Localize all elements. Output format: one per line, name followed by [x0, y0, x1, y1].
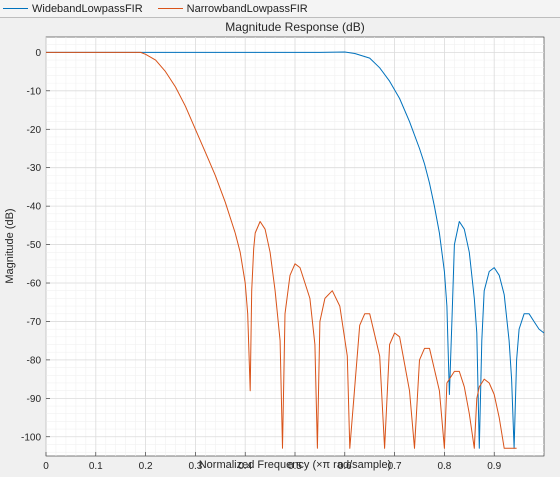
x-tick-label: 0 — [43, 461, 49, 472]
x-tick-label: 0.6 — [338, 461, 352, 472]
series-line-0 — [46, 51, 545, 449]
series-line-1 — [46, 51, 517, 449]
grid-lines — [45, 37, 544, 456]
x-tick-label: 0.3 — [188, 461, 202, 472]
y-tick-label: -10 — [27, 86, 42, 97]
y-tick-label: -40 — [27, 202, 42, 213]
legend-item-narrowband[interactable]: NarrowbandLowpassFIR — [157, 2, 308, 15]
chart-legend: WidebandLowpassFIR NarrowbandLowpassFIR — [0, 0, 560, 18]
x-axis-label: Normalized Frequency (×π rad/sample) — [199, 459, 392, 471]
x-tick-label: 0.2 — [139, 461, 153, 472]
legend-swatch-wideband — [3, 8, 28, 9]
legend-label-wideband: WidebandLowpassFIR — [32, 2, 143, 15]
y-tick-label: -90 — [27, 394, 42, 405]
legend-item-wideband[interactable]: WidebandLowpassFIR — [3, 3, 143, 15]
y-tick-label: -80 — [27, 355, 42, 366]
series-lines — [46, 51, 545, 449]
x-tick-label: 0.1 — [89, 461, 103, 472]
y-tick-label: -70 — [27, 317, 42, 328]
legend-swatch-narrowband — [157, 8, 183, 9]
y-tick-label: -100 — [21, 432, 41, 443]
x-tick-label: 0.4 — [238, 461, 252, 472]
x-tick-label: 0.9 — [487, 461, 501, 472]
x-tick-label: 0.8 — [437, 461, 451, 472]
y-tick-label: 0 — [35, 48, 41, 59]
x-tick-label: 0.5 — [288, 461, 302, 472]
legend-label-narrowband: NarrowbandLowpassFIR — [186, 2, 308, 15]
y-tick-label: -20 — [27, 125, 42, 136]
y-axis-label: Magnitude (dB) — [4, 208, 16, 283]
y-tick-label: -30 — [27, 163, 42, 174]
y-tick-label: -50 — [27, 240, 42, 251]
axis-ticks: 0 0.1 0.2 0.3 0.4 0.5 0.6 0.7 0.8 0.9 0 -10 -20 -30 -4… — [21, 48, 502, 472]
x-tick-label: 0.7 — [388, 461, 402, 472]
magnitude-response-chart[interactable]: 0 0.1 0.2 0.3 0.4 0.5 0.6 0.7 0.8 0.9 0 -10 -20 -30 -4… — [0, 17, 560, 477]
chart-title: Magnitude Response (dB) — [225, 20, 364, 34]
y-tick-label: -60 — [27, 279, 42, 290]
